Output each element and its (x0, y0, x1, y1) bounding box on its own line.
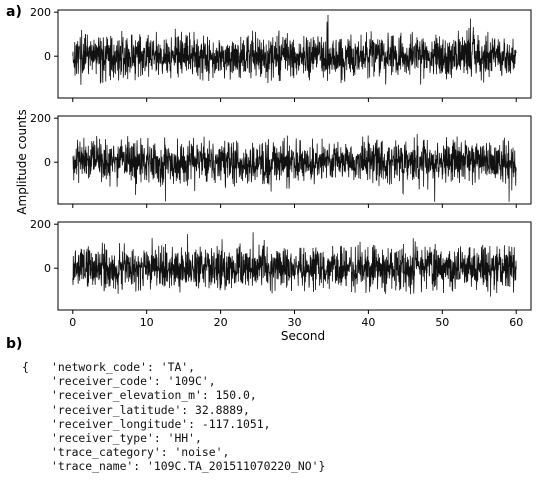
panel-label-a: a) (6, 4, 22, 20)
waveform-panel: 0 200 (30, 218, 532, 314)
y-tick-label: 200 (30, 112, 51, 125)
y-tick-label: 0 (44, 156, 51, 169)
x-axis-label: Second (281, 329, 325, 343)
x-tick-label: 0 (69, 316, 76, 329)
waveform-trace (72, 14, 517, 85)
metadata-line: 'trace_category': 'noise', (51, 445, 230, 460)
metadata-line: 'receiver_type': 'HH', (51, 431, 202, 446)
x-tick-label: 40 (361, 316, 375, 329)
panel-label-b: b) (6, 336, 23, 352)
trace-metadata: { 'network_code': 'TA','receiver_code': … (22, 360, 325, 474)
x-tick-label: 30 (288, 316, 302, 329)
metadata-line: 'trace_name': '109C.TA_201511070220_NO'} (51, 459, 326, 474)
x-tick-label: 50 (435, 316, 449, 329)
waveform-panels: 0 200 0 200 0 200 (30, 6, 532, 314)
metadata-line: 'receiver_elevation_m': 150.0, (51, 388, 257, 403)
y-tick-label: 200 (30, 6, 51, 19)
metadata-line: 'receiver_latitude': 32.8889, (51, 402, 250, 417)
y-tick-label: 200 (30, 218, 51, 231)
waveform-trace (72, 134, 517, 202)
metadata-line: 'network_code': 'TA', (51, 360, 196, 374)
metadata-line: 'receiver_longitude': -117.1051, (51, 416, 271, 431)
waveform-panel: 0 200 (30, 6, 532, 102)
metadata-lines: 'network_code': 'TA','receiver_code': '1… (22, 360, 325, 474)
x-axis-ticks: 0 10 20 30 40 50 60 (69, 316, 523, 329)
x-tick-label: 10 (140, 316, 154, 329)
x-tick-label: 60 (509, 316, 523, 329)
y-tick-label: 0 (44, 262, 51, 275)
y-tick-label: 0 (44, 50, 51, 63)
waveform-trace (72, 232, 517, 297)
waveform-panel: 0 200 (30, 112, 532, 208)
metadata-line: 'receiver_code': '109C', (51, 374, 216, 389)
metadata-open-brace: { (22, 360, 29, 374)
x-tick-label: 20 (214, 316, 228, 329)
waveform-chart: 0 200 0 200 0 200 0 10 20 30 40 50 60 Second Amplit… (15, 6, 532, 343)
y-axis-label: Amplitude counts (15, 109, 29, 214)
